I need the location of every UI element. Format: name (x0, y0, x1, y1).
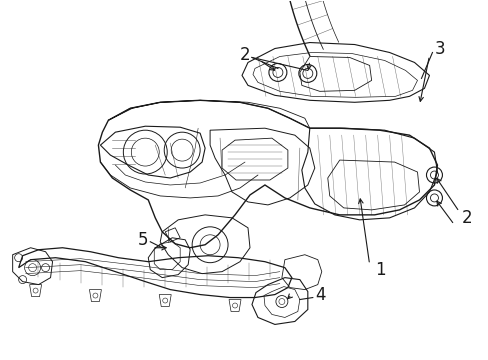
Text: 3: 3 (433, 40, 444, 58)
Text: 1: 1 (374, 261, 385, 279)
Text: 5: 5 (138, 231, 148, 249)
Text: 2: 2 (239, 46, 249, 64)
Text: 2: 2 (461, 209, 471, 227)
Text: 4: 4 (314, 285, 325, 303)
